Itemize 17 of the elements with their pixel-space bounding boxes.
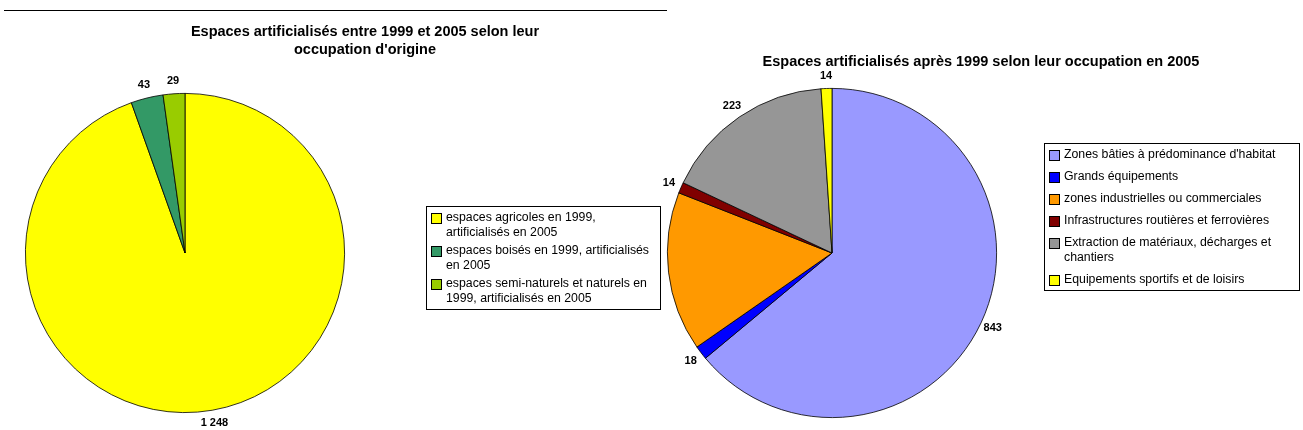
legend-label: Grands équipements: [1064, 169, 1179, 184]
legend-label: Equipements sportifs et de loisirs: [1064, 272, 1245, 287]
legend-label: Extraction de matériaux, décharges et chantiers: [1064, 235, 1273, 265]
data-label: 843: [983, 321, 1002, 334]
legend-label: Infrastructures routières et ferrovières: [1064, 213, 1270, 228]
legend-label: Zones bâties à prédominance d'habitat: [1064, 147, 1276, 162]
legend-label: zones industrielles ou commerciales: [1064, 191, 1262, 206]
data-label: 1 248: [200, 416, 229, 429]
data-label: 223: [722, 99, 742, 112]
data-label: 43: [137, 78, 151, 91]
chart-title: Espaces artificialisés après 1999 selon leur occupation en 2005: [761, 52, 1201, 70]
chart-title: Espaces artificialisés entre 1999 et 2005 selon leur occupation d'origine: [190, 22, 540, 58]
data-label: 14: [819, 68, 834, 81]
data-label: 29: [166, 73, 180, 86]
data-label: 18: [684, 353, 697, 366]
legend-label: espaces semi-naturels et naturels en 1999, artificialisés en 2005: [446, 276, 648, 306]
data-label: 14: [662, 175, 676, 188]
